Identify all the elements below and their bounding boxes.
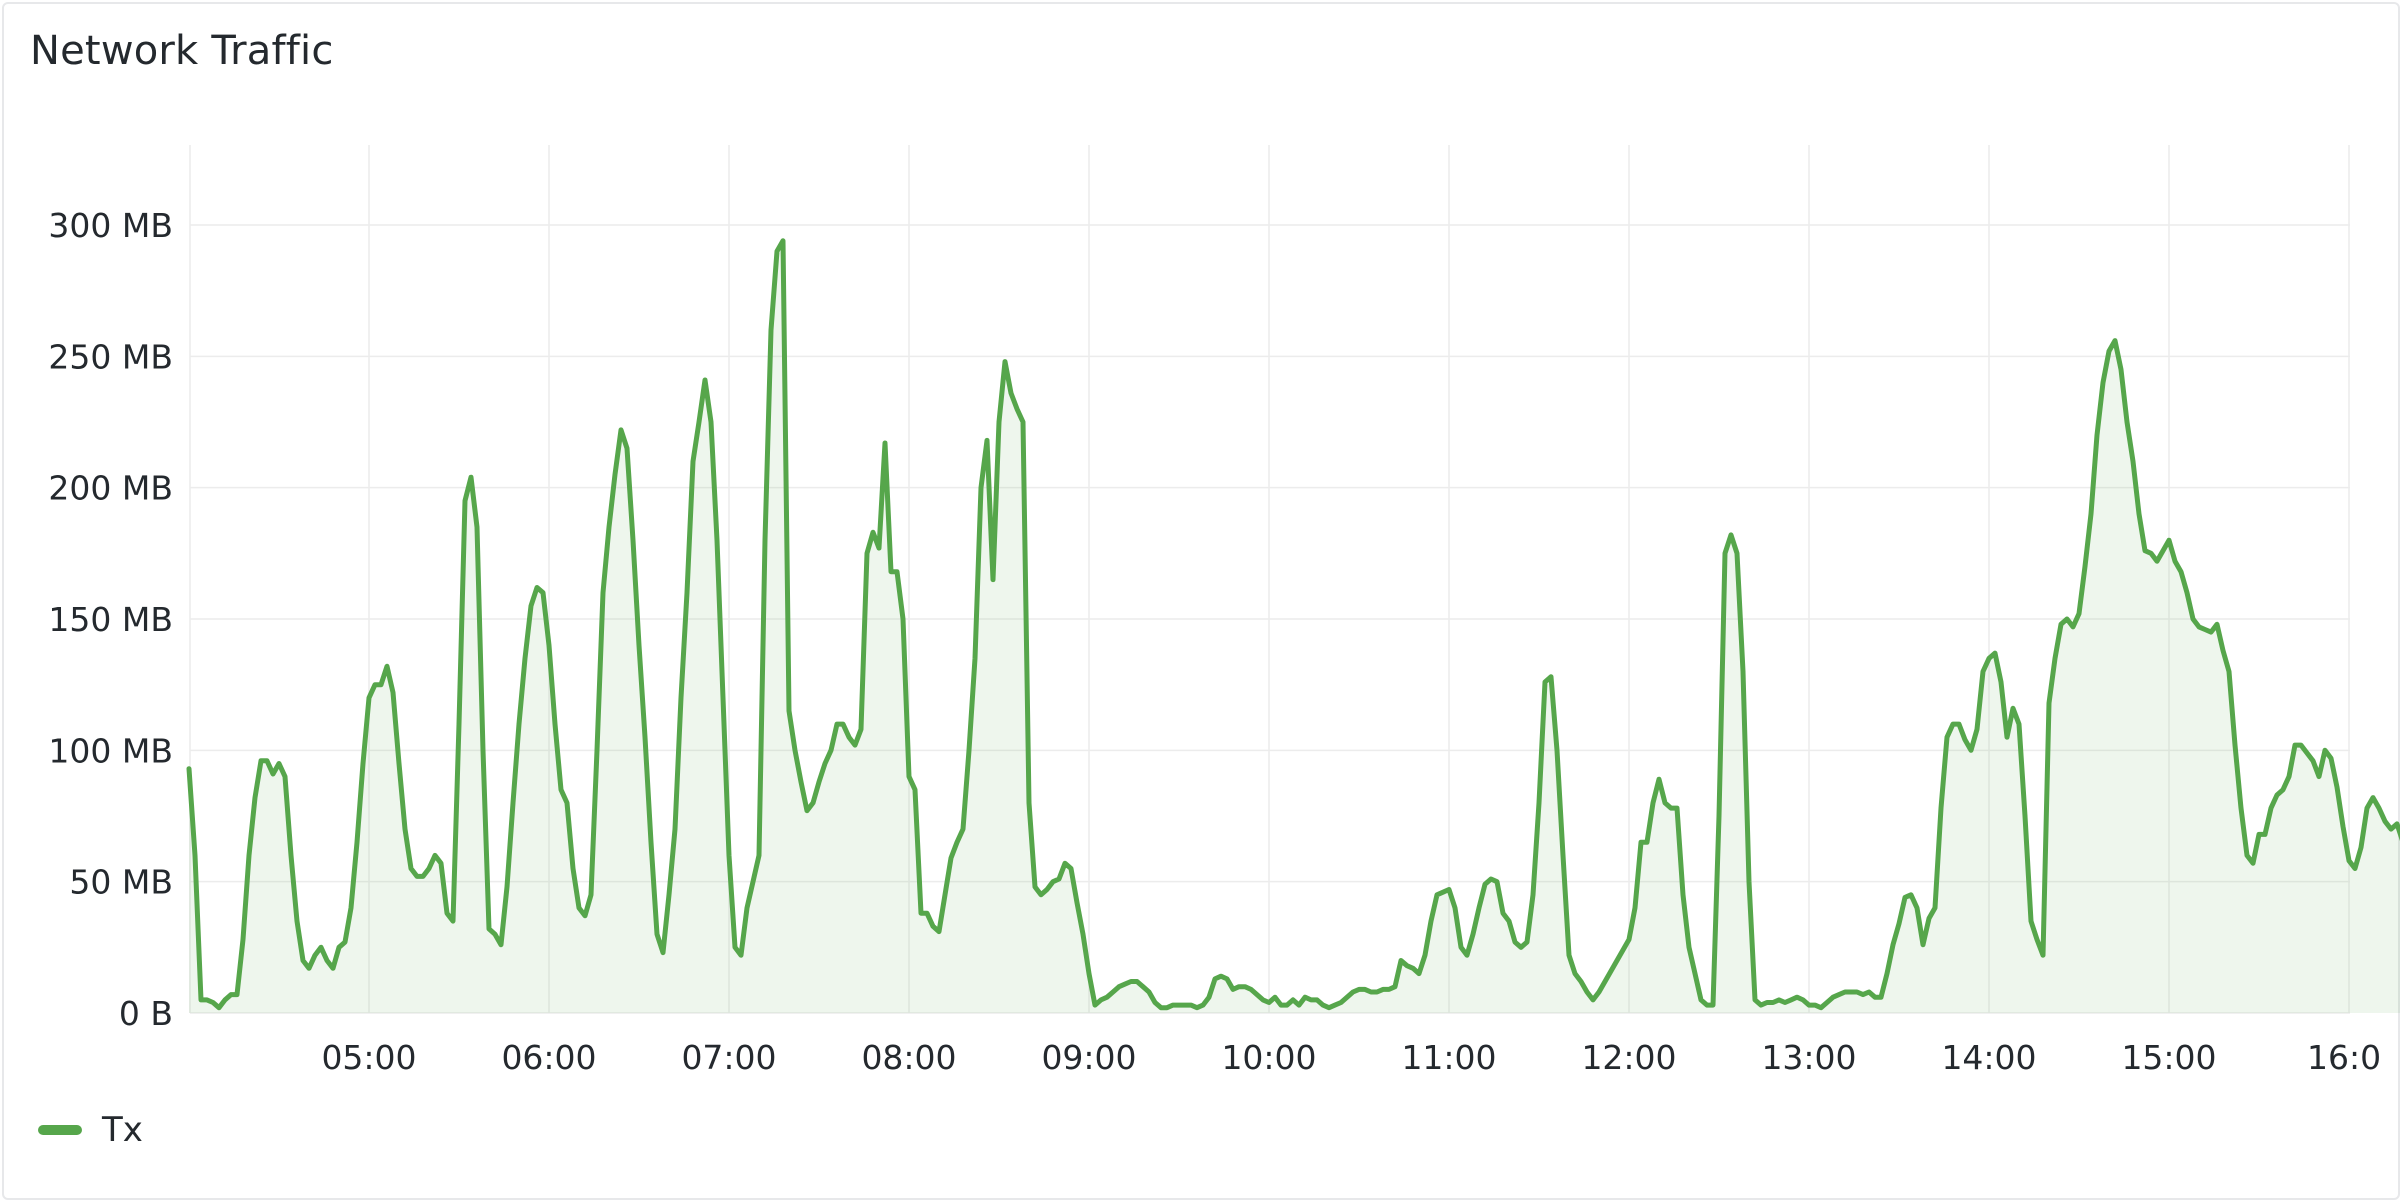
x-axis-ticks: 05:00 06:00 07:00 08:00 09:00 10:00 11:00 12:00… bbox=[321, 1038, 2381, 1077]
legend-label-tx: Tx bbox=[102, 1110, 143, 1150]
y-axis-ticks: 0 B 50 MB 100 MB 150 MB 200 MB 250 MB 300 MB bbox=[48, 206, 173, 1033]
x-tick-label: 09:00 bbox=[1041, 1038, 1136, 1077]
legend-item-tx[interactable]: Tx bbox=[38, 1110, 143, 1150]
x-tick-label: 07:00 bbox=[681, 1038, 776, 1077]
x-tick-label: 08:00 bbox=[861, 1038, 956, 1077]
x-tick-label: 15:00 bbox=[2121, 1038, 2216, 1077]
y-tick-label: 50 MB bbox=[69, 863, 173, 902]
x-tick-label: 05:00 bbox=[321, 1038, 416, 1077]
legend-swatch-tx bbox=[38, 1125, 82, 1135]
x-tick-label: 06:00 bbox=[501, 1038, 596, 1077]
x-tick-label: 12:00 bbox=[1581, 1038, 1676, 1077]
y-tick-label: 0 B bbox=[119, 994, 173, 1033]
y-tick-label: 100 MB bbox=[48, 731, 173, 770]
x-tick-label: 10:00 bbox=[1221, 1038, 1316, 1077]
y-tick-label: 250 MB bbox=[48, 337, 173, 376]
x-tick-label: 13:00 bbox=[1761, 1038, 1856, 1077]
panel-title: Network Traffic bbox=[30, 28, 334, 74]
x-tick-label: 14:00 bbox=[1941, 1038, 2036, 1077]
x-tick-label: 16:0 bbox=[2307, 1038, 2381, 1077]
y-tick-label: 200 MB bbox=[48, 469, 173, 508]
grid-lines bbox=[189, 145, 2350, 1014]
series-area-tx bbox=[189, 240, 2400, 1013]
y-tick-label: 150 MB bbox=[48, 600, 173, 639]
series-layer[interactable] bbox=[186, 238, 2400, 1013]
series-line-tx[interactable] bbox=[186, 238, 2400, 1011]
x-tick-label: 11:00 bbox=[1401, 1038, 1496, 1077]
y-tick-label: 300 MB bbox=[48, 206, 173, 245]
legend[interactable]: Tx bbox=[38, 1110, 143, 1150]
